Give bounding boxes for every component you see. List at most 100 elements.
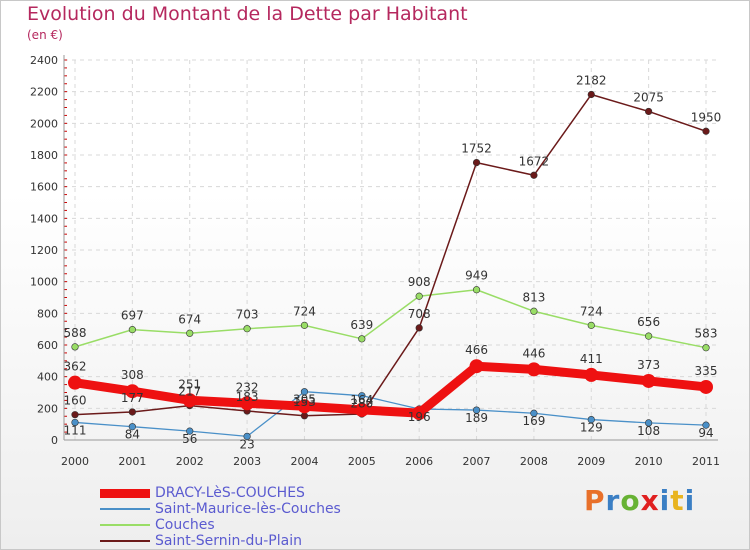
x-tick-label: 2010: [635, 455, 663, 468]
data-point: [243, 325, 251, 333]
data-point: [354, 402, 369, 417]
data-point: [587, 415, 595, 424]
data-label: 949: [465, 269, 488, 283]
legend-label: DRACY-LèS-COUCHES: [155, 485, 305, 501]
data-label: 160: [64, 394, 87, 408]
data-label: 674: [178, 312, 201, 326]
data-label: 2182: [576, 74, 607, 88]
x-tick-label: 2001: [118, 455, 146, 468]
data-label: 177: [121, 391, 144, 405]
x-tick-label: 2007: [463, 455, 491, 468]
y-tick-label: 200: [37, 402, 58, 415]
x-tick-label: 2011: [692, 455, 720, 468]
y-tick-label: 400: [37, 371, 58, 384]
x-tick-label: 2008: [520, 455, 548, 468]
data-label: 129: [580, 421, 603, 435]
data-point: [415, 324, 423, 332]
data-point: [358, 335, 366, 343]
data-label: 703: [236, 308, 259, 322]
data-point: [702, 127, 710, 135]
y-tick-label: 600: [37, 339, 58, 352]
data-point: [186, 329, 194, 337]
data-label: 724: [293, 304, 316, 318]
data-point: [412, 406, 427, 421]
data-label: 908: [408, 275, 431, 289]
data-point: [71, 411, 79, 419]
data-point: [472, 159, 481, 167]
data-label: 111: [64, 423, 87, 437]
y-tick-label: 1600: [30, 181, 58, 194]
legend-swatch: [100, 488, 150, 498]
data-point: [584, 367, 599, 382]
legend-label: Saint-Maurice-lès-Couches: [155, 501, 341, 517]
legend-swatch: [100, 540, 150, 542]
legend-swatch: [100, 508, 150, 510]
data-label: 362: [64, 360, 87, 374]
data-label: 84: [125, 428, 140, 442]
data-label: 305: [293, 393, 316, 407]
data-label: 697: [121, 309, 144, 323]
x-tick-label: 2000: [61, 455, 89, 468]
data-point: [587, 90, 595, 99]
data-label: 335: [695, 364, 718, 378]
data-label: 232: [236, 380, 259, 394]
data-point: [128, 326, 136, 334]
y-tick-label: 2000: [30, 117, 58, 130]
data-label: 411: [580, 352, 603, 366]
data-label: 196: [408, 410, 431, 424]
data-label: 373: [637, 358, 660, 372]
y-tick-label: 800: [37, 307, 58, 320]
data-label: 280: [350, 397, 373, 411]
data-point: [645, 419, 653, 427]
data-label: 639: [350, 318, 373, 332]
data-label: 813: [522, 290, 545, 304]
legend-label: Couches: [155, 517, 215, 533]
data-label: 1950: [691, 110, 722, 124]
data-label: 588: [64, 326, 87, 340]
data-label: 56: [182, 432, 197, 446]
data-label: 108: [637, 424, 660, 438]
data-label: 656: [637, 315, 660, 329]
data-label: 217: [178, 385, 201, 399]
legend-swatch: [100, 524, 150, 526]
y-tick-label: 1200: [30, 244, 58, 257]
data-label: 23: [239, 437, 254, 451]
x-tick-label: 2002: [176, 455, 204, 468]
x-tick-label: 2009: [577, 455, 605, 468]
x-tick-label: 2004: [290, 455, 318, 468]
y-tick-label: 1400: [30, 212, 58, 225]
data-label: 164: [350, 393, 373, 407]
data-point: [472, 286, 481, 294]
data-point: [702, 421, 710, 429]
data-point: [530, 171, 538, 179]
chart-unit: (en €): [27, 28, 63, 42]
data-point: [71, 418, 79, 427]
data-point: [469, 359, 484, 374]
data-point: [243, 432, 251, 440]
data-label: 1752: [461, 142, 492, 156]
data-point: [240, 396, 255, 411]
data-label: 708: [408, 307, 431, 321]
series-line: [74, 93, 707, 417]
data-point: [128, 423, 136, 431]
data-label: 308: [121, 368, 144, 382]
data-point: [300, 412, 309, 420]
data-label: 94: [698, 426, 713, 440]
data-point: [699, 379, 713, 394]
data-label: 251: [178, 377, 201, 391]
data-point: [587, 321, 595, 329]
series-line: [70, 361, 711, 418]
series-line: [74, 288, 707, 349]
data-point: [530, 409, 538, 417]
data-point: [526, 362, 541, 377]
data-label: 466: [465, 343, 488, 357]
data-point: [645, 332, 653, 340]
data-point: [125, 384, 140, 399]
data-label: 583: [695, 327, 718, 341]
data-point: [182, 393, 197, 408]
data-point: [472, 406, 481, 414]
data-point: [702, 344, 710, 352]
data-label: 169: [522, 414, 545, 428]
data-label: 446: [522, 346, 545, 360]
proxiti-logo: Proxiti: [584, 484, 696, 517]
